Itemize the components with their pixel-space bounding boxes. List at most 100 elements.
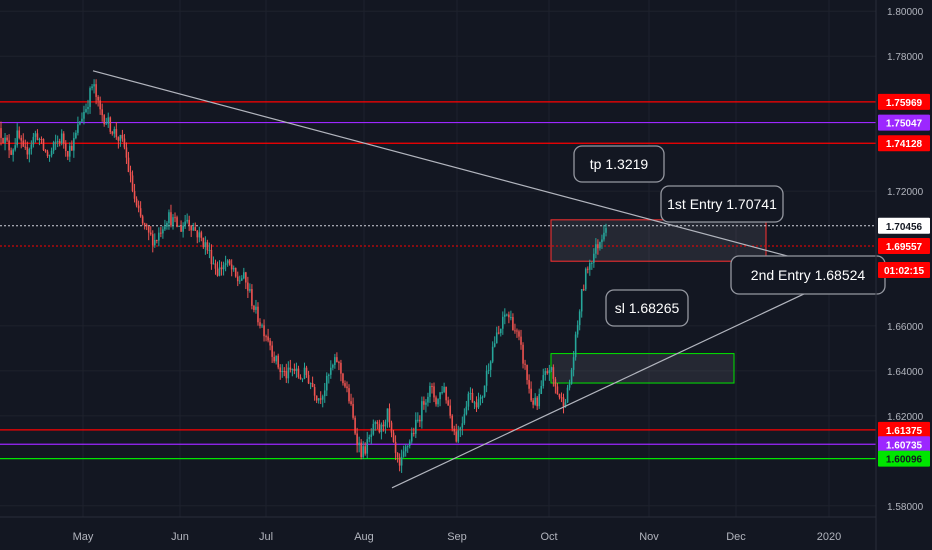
candle-body	[216, 268, 219, 276]
candle-body	[180, 225, 182, 232]
annotation-box	[605, 289, 689, 327]
candle-body	[249, 289, 251, 291]
candle-body	[95, 84, 97, 97]
candle-body	[506, 314, 508, 316]
candle-body	[245, 272, 247, 283]
time-axis[interactable]: May Jun Jul Aug Sep Oct Nov Dec 2020	[73, 531, 842, 543]
price-level-badge-text: 1.60735	[886, 440, 923, 451]
candle-body	[12, 149, 14, 155]
candle-body	[421, 401, 423, 422]
candle-body	[192, 227, 195, 231]
candle-body	[30, 144, 33, 150]
candle-body	[113, 128, 116, 134]
candle-body	[459, 427, 462, 431]
x-tick-label: Jun	[171, 531, 189, 543]
candle-body	[321, 396, 324, 400]
candle-body	[202, 237, 205, 248]
candle-body	[400, 456, 403, 466]
candle-body	[273, 356, 275, 362]
price-level-badge-text: 1.74128	[886, 139, 923, 150]
candle-body	[589, 263, 591, 270]
candle-body	[317, 398, 320, 401]
candle-body	[166, 223, 168, 227]
candle-body	[34, 133, 37, 137]
candle-body	[414, 419, 417, 434]
candle-body	[344, 383, 346, 387]
price-axis[interactable]: 1.80000 1.78000 1.72000 1.66000 1.64000 1.620…	[878, 7, 930, 513]
candle-body	[295, 368, 298, 372]
candle-body	[170, 212, 172, 226]
x-tick-label: Jul	[259, 531, 273, 543]
candle-body	[364, 446, 367, 454]
annotation-box	[660, 185, 784, 223]
candle-body	[457, 430, 460, 442]
candle-body	[2, 137, 4, 144]
candle-body	[591, 262, 593, 264]
candle-body	[463, 414, 466, 424]
candle-body	[77, 124, 79, 133]
candle-body	[358, 442, 360, 446]
x-tick-label: May	[73, 531, 94, 543]
candle-body	[48, 155, 51, 157]
candle-body	[593, 253, 595, 263]
candle-body	[376, 422, 379, 424]
support-trendline	[391, 259, 877, 489]
candle-body	[311, 383, 314, 388]
candle-body	[58, 141, 61, 144]
candle-body	[200, 232, 203, 238]
y-tick-label: 1.80000	[887, 7, 924, 18]
candle-body	[107, 117, 110, 124]
candle-body	[327, 374, 330, 376]
candle-body	[10, 150, 12, 155]
price-level-badge	[878, 93, 930, 110]
candle-body	[556, 386, 559, 395]
candle-body	[477, 399, 480, 408]
last-price-badge	[878, 217, 930, 234]
candle-body	[44, 149, 47, 152]
candle-body	[178, 225, 180, 227]
candle-body	[544, 371, 547, 376]
grid	[0, 0, 876, 517]
candle-body	[542, 375, 545, 386]
candle-body	[419, 419, 421, 422]
candle-body	[449, 405, 451, 416]
candle-body	[605, 228, 607, 233]
candle-body	[504, 314, 506, 317]
candle-body	[497, 332, 500, 334]
candle-body	[570, 369, 573, 384]
candle-body	[603, 232, 605, 240]
candle-body	[435, 397, 437, 405]
candle-body	[267, 336, 269, 341]
candle-body	[354, 417, 356, 434]
candle-body	[552, 367, 555, 379]
candle-body	[224, 263, 227, 266]
candle-body	[346, 386, 348, 389]
candle-body	[305, 367, 308, 376]
candle-body	[198, 232, 201, 238]
candle-body	[174, 217, 176, 219]
candle-body	[289, 367, 292, 370]
candle-body	[149, 232, 152, 235]
candle-body	[257, 306, 259, 323]
candle-body	[550, 367, 553, 371]
annotation-text: sl 1.68265	[615, 300, 680, 316]
candle-body	[558, 394, 561, 398]
candle-body	[433, 386, 435, 398]
price-level-badge	[878, 450, 930, 467]
candle-body	[564, 402, 567, 407]
y-tick-label: 1.58000	[887, 502, 924, 513]
candle-body	[534, 397, 536, 405]
candle-body	[580, 289, 583, 312]
candle-body	[8, 140, 10, 151]
candle-body	[141, 216, 144, 224]
candle-body	[315, 395, 318, 401]
candle-body	[437, 399, 439, 405]
candle-body	[487, 369, 490, 371]
candle-body	[283, 370, 286, 372]
candle-body	[26, 147, 29, 155]
annotation-text: tp 1.3219	[590, 156, 649, 172]
candle-body	[342, 373, 344, 384]
candle-body	[147, 226, 150, 233]
candle-body	[360, 442, 362, 458]
